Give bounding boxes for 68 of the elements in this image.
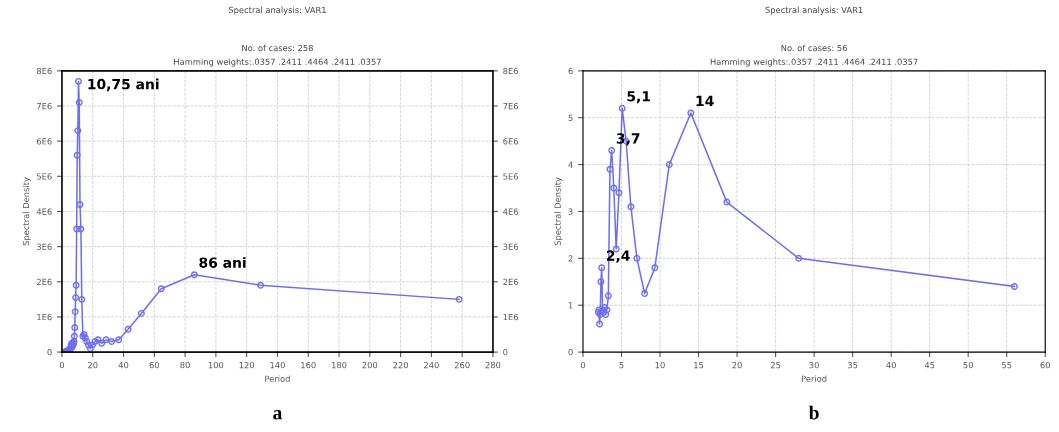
annotation: 2,4 <box>606 250 630 263</box>
x-axis-title: Period <box>265 375 290 382</box>
chart-title: Spectral analysis: VAR1 <box>228 6 326 15</box>
text: b <box>808 405 819 420</box>
y2-tick-label: 1E6 <box>503 313 519 321</box>
x-tick-label: 260 <box>454 361 470 369</box>
x-tick-label: 50 <box>963 361 973 369</box>
x-tick-label: 25 <box>770 361 781 369</box>
x-tick-label: 40 <box>886 361 896 369</box>
y2-tick-label: 8E6 <box>503 67 519 75</box>
x-tick-label: 0 <box>580 361 586 369</box>
chart-subtitle: No. of cases: 258 Hamming weights:.0357 .2411 .4464 .2411 .0357 <box>174 44 381 67</box>
chart-subtitle: No. of cases: 56 Hamming weights:.0357 .2411 .4464 .2411 .0357 <box>710 44 918 67</box>
text: a <box>273 410 283 420</box>
annotation: 14 <box>696 95 714 106</box>
annotation: 10,75 ani <box>88 78 159 92</box>
x-tick-label: 45 <box>924 362 935 369</box>
x-tick-label: 140 <box>270 361 285 369</box>
y-axis-title: Spectral Density <box>554 177 563 246</box>
y-tick-label: 3 <box>568 208 573 215</box>
y-tick-label: 4 <box>568 161 573 168</box>
x-tick-label: 20 <box>88 361 98 369</box>
x-tick-label: 10 <box>655 361 665 369</box>
x-tick-label: 55 <box>1002 362 1012 369</box>
x-tick-label: 40 <box>118 361 129 369</box>
x-tick-label: 30 <box>809 361 819 369</box>
x-tick-label: 200 <box>362 361 378 369</box>
y2-tick-label: 0 <box>503 349 508 356</box>
y-tick-label: 3E6 <box>36 243 52 250</box>
y-tick-label: 6E6 <box>36 138 52 145</box>
y-tick-label: 2 <box>568 255 573 262</box>
x-tick-label: 60 <box>1040 361 1050 369</box>
y-tick-label: 1 <box>568 302 573 309</box>
y2-tick-label: 2E6 <box>503 278 519 286</box>
x-axis-title: Period <box>801 375 827 382</box>
y-tick-label: 6 <box>568 67 573 75</box>
x-tick-label: 220 <box>393 361 408 369</box>
y2-tick-label: 6E6 <box>503 138 519 145</box>
annotation: 86 ani <box>199 257 246 268</box>
x-tick-label: 60 <box>149 361 160 369</box>
y-tick-label: 1E6 <box>37 313 52 321</box>
x-tick-label: 0 <box>59 361 65 369</box>
x-tick-label: 15 <box>694 362 704 369</box>
y-tick-label: 0 <box>47 349 52 356</box>
y2-tick-label: 4E6 <box>503 208 519 215</box>
x-tick-label: 35 <box>847 361 858 369</box>
x-tick-label: 5 <box>619 362 624 369</box>
y-tick-label: 2E6 <box>36 278 52 286</box>
y2-tick-label: 7E6 <box>503 102 519 110</box>
y-tick-label: 5E6 <box>37 173 52 180</box>
y2-tick-label: 3E6 <box>503 243 519 250</box>
x-tick-label: 100 <box>208 361 224 369</box>
y-tick-label: 4E6 <box>36 208 52 215</box>
chart-title: Spectral analysis: VAR1 <box>765 6 863 15</box>
x-tick-label: 280 <box>485 361 501 369</box>
x-tick-label: 20 <box>732 361 742 369</box>
x-tick-label: 120 <box>239 361 255 369</box>
y2-tick-label: 5E6 <box>503 173 519 180</box>
y-tick-label: 0 <box>568 349 573 356</box>
x-tick-label: 240 <box>424 361 439 369</box>
y-tick-label: 8E6 <box>36 67 52 75</box>
y-tick-label: 5 <box>568 114 573 121</box>
annotation: 5,1 <box>627 91 651 104</box>
y-tick-label: 7E6 <box>37 102 52 110</box>
x-tick-label: 160 <box>301 361 316 369</box>
x-tick-label: 80 <box>180 361 190 369</box>
x-tick-label: 180 <box>331 361 347 369</box>
y-axis-title: Spectral Density <box>22 177 31 246</box>
